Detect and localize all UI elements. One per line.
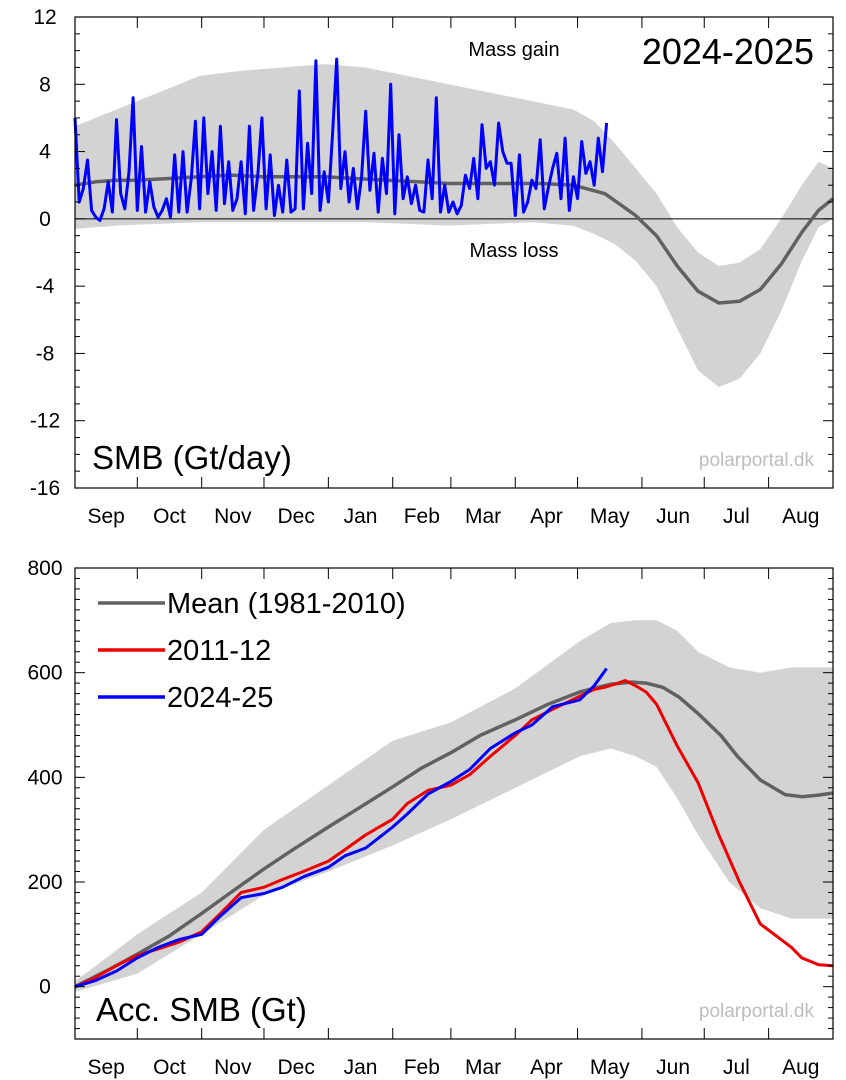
bottom-watermark: polarportal.dk — [699, 1001, 815, 1022]
top-y-tick-label: 12 — [33, 6, 56, 29]
bottom-y-axis: 0 200 400 600 800 — [27, 557, 833, 1040]
bottom-month-label-aug: Aug — [782, 1056, 819, 1079]
bottom-plot-frame — [74, 567, 834, 1040]
top-y-tick-label: -4 — [36, 275, 55, 298]
bottom-band-area — [75, 620, 833, 992]
accumulated-smb-panel: 0 200 400 600 800 Sep Oct Nov Dec Jan Feb Mar Apr Ma… — [27, 557, 834, 1079]
top-panel-title: SMB (Gt/day) — [92, 439, 292, 476]
bottom-y-tick-label: 200 — [27, 871, 62, 894]
top-month-label-aug: Aug — [782, 505, 819, 528]
bottom-month-label-nov: Nov — [214, 1056, 252, 1079]
legend-label-2011-12: 2011-12 — [167, 635, 271, 667]
bottom-x-axis: Sep Oct Nov Dec Jan Feb Mar Apr May Jun Jul Aug — [74, 568, 834, 1079]
top-range-band — [75, 64, 833, 388]
mass-loss-label: Mass loss — [470, 240, 559, 262]
top-month-label-mar: Mar — [465, 505, 501, 528]
top-month-label-apr: Apr — [530, 505, 563, 528]
top-month-label-may: May — [590, 505, 630, 528]
bottom-month-label-mar: Mar — [465, 1056, 501, 1079]
bottom-series-2011-12 — [74, 679, 834, 989]
bottom-y-tick-label: 600 — [27, 662, 62, 685]
bottom-month-label-may: May — [590, 1056, 630, 1079]
bottom-month-label-jun: Jun — [656, 1056, 690, 1079]
bottom-month-label-sep: Sep — [87, 1056, 124, 1079]
bottom-panel-title: Acc. SMB (Gt) — [96, 991, 307, 1028]
bottom-range-band — [75, 620, 833, 992]
top-y-tick-label: 8 — [39, 73, 51, 96]
bottom-month-label-apr: Apr — [530, 1056, 563, 1079]
top-y-tick-label: 4 — [39, 141, 51, 164]
top-y-tick-label: 0 — [39, 208, 51, 231]
top-month-label-jan: Jan — [344, 505, 378, 528]
bottom-month-label-jan: Jan — [344, 1056, 378, 1079]
daily-smb-panel: -16 -12 -8 -4 0 4 8 12 Sep Oct Nov Dec Jan Feb Mar Apr… — [30, 6, 835, 528]
mass-gain-label: Mass gain — [468, 39, 559, 61]
top-y-tick-label: -12 — [30, 410, 60, 433]
bottom-series-lines — [74, 667, 834, 989]
top-series-lines — [73, 57, 835, 305]
top-y-axis: -16 -12 -8 -4 0 4 8 12 — [30, 6, 833, 500]
top-month-label-nov: Nov — [214, 505, 252, 528]
bottom-month-label-feb: Feb — [404, 1056, 440, 1079]
bottom-month-label-oct: Oct — [153, 1056, 186, 1079]
top-month-label-jul: Jul — [723, 505, 750, 528]
bottom-y-tick-label: 400 — [27, 766, 62, 789]
top-month-label-feb: Feb — [404, 505, 440, 528]
bottom-month-label-jul: Jul — [723, 1056, 750, 1079]
top-x-axis: Sep Oct Nov Dec Jan Feb Mar Apr May Jun Jul Aug — [74, 17, 834, 528]
legend-label-mean: Mean (1981-2010) — [167, 588, 406, 620]
top-watermark: polarportal.dk — [699, 450, 815, 471]
legend: Mean (1981-2010) 2011-12 2024-25 — [98, 588, 406, 714]
top-y-tick-label: -16 — [30, 477, 60, 500]
top-month-label-dec: Dec — [277, 505, 314, 528]
top-band-area — [75, 64, 833, 388]
top-series-2024-25 — [73, 57, 609, 222]
top-month-label-sep: Sep — [87, 505, 124, 528]
bottom-month-label-dec: Dec — [277, 1056, 314, 1079]
top-y-tick-label: -8 — [36, 342, 55, 365]
bottom-series-2024-25 — [74, 667, 608, 989]
season-label: 2024-2025 — [642, 31, 814, 72]
bottom-y-tick-label: 800 — [27, 557, 62, 580]
top-month-label-jun: Jun — [656, 505, 690, 528]
bottom-series-mean-1981-2010 — [74, 680, 834, 989]
legend-label-2024-25: 2024-25 — [167, 682, 273, 714]
top-month-label-oct: Oct — [153, 505, 186, 528]
bottom-y-tick-label: 0 — [39, 976, 51, 999]
